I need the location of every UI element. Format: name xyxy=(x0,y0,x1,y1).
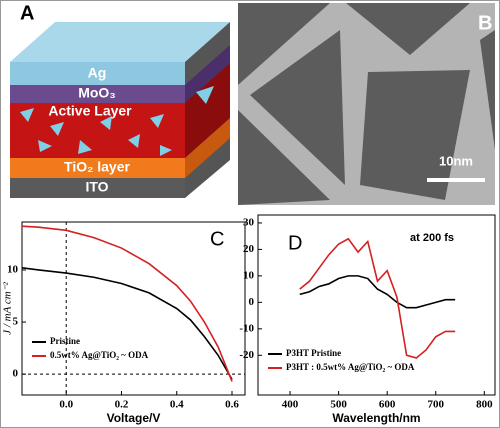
layer-ito xyxy=(10,178,185,198)
triangles xyxy=(238,3,495,205)
side-active xyxy=(185,63,230,158)
panel-label: D xyxy=(288,232,302,254)
layer-label: Active Layer xyxy=(48,103,132,119)
y-axis-label: J / mA cm⁻² xyxy=(2,282,14,335)
legend-label: P3HT Pristine xyxy=(286,348,341,358)
panel-label: A xyxy=(20,2,34,24)
x-tick-label: 0.6 xyxy=(225,399,239,411)
layer-moo3 xyxy=(10,85,185,103)
x-tick-label: 0.2 xyxy=(115,399,129,411)
series-line xyxy=(21,267,233,380)
top-face xyxy=(10,22,230,62)
series-line xyxy=(21,225,233,382)
x-tick-label: 0.4 xyxy=(170,399,184,411)
x-tick-label: 800 xyxy=(476,399,493,411)
layer-label: ITO xyxy=(85,179,108,195)
panel-label: C xyxy=(210,228,224,250)
y-tick-label: 30 xyxy=(243,216,255,228)
layer-active xyxy=(10,103,185,158)
series-line xyxy=(299,275,456,309)
scale-bar-label: 10nm xyxy=(439,153,473,168)
y-tick-label: -10 xyxy=(239,322,254,334)
annotation: at 200 fs xyxy=(410,232,454,244)
plot-frame xyxy=(21,221,246,396)
side-moo3 xyxy=(185,45,230,103)
layer-label: TiO₂ layer xyxy=(64,159,130,175)
x-tick-label: 0.0 xyxy=(59,399,73,411)
x-axis-label: Voltage/V xyxy=(107,411,161,425)
layer-ag xyxy=(10,62,185,85)
panel-b: B 10nm xyxy=(238,3,495,205)
x-tick-label: 400 xyxy=(282,399,299,411)
x-tick-label: 500 xyxy=(330,399,347,411)
scale-bar xyxy=(427,178,485,182)
layer-label: Ag xyxy=(88,65,107,81)
panel-a: A Ag MoO₃ Active Layer TiO₂ layer ITO xyxy=(10,2,230,198)
layer-tio2 xyxy=(10,158,185,178)
layer-label: MoO₃ xyxy=(78,85,116,101)
side-tio2 xyxy=(185,118,230,178)
panel-label: B xyxy=(478,12,492,34)
x-tick-label: 700 xyxy=(428,399,445,411)
x-axis-label: Wavelength/nm xyxy=(332,411,420,425)
y-tick-label: 5 xyxy=(13,316,19,328)
series-line xyxy=(299,237,456,359)
y-tick-label: 0 xyxy=(13,368,19,380)
y-tick-label: 10 xyxy=(7,263,19,275)
legend-label: P3HT : 0.5wt% Ag@TiO₂ ~ ODA xyxy=(286,362,415,372)
plot-frame xyxy=(257,214,496,396)
y-tick-label: -20 xyxy=(239,349,254,361)
nanoparticles xyxy=(20,86,214,156)
y-tick-label: 20 xyxy=(243,243,255,255)
y-tick-label: 0 xyxy=(249,296,255,308)
legend-label: 0.5wt% Ag@TiO₂ ~ ODA xyxy=(50,350,149,360)
legend-label: Pristine xyxy=(50,336,80,346)
y-tick-label: 10 xyxy=(243,269,255,281)
x-tick-label: 600 xyxy=(379,399,396,411)
